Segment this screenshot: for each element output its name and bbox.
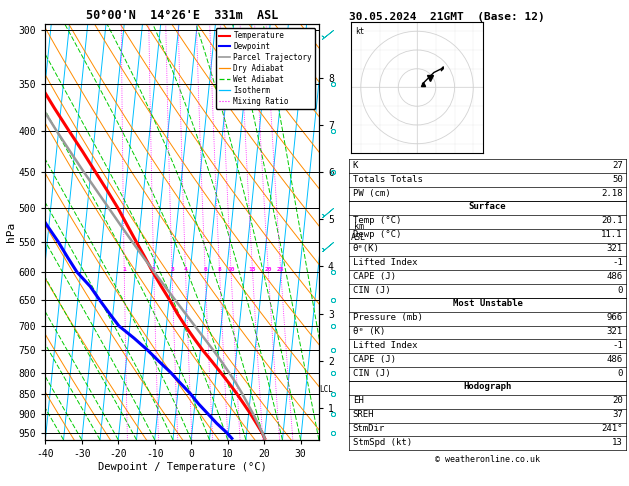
- Text: LCL: LCL: [320, 385, 333, 394]
- Text: 0: 0: [617, 368, 623, 378]
- Y-axis label: hPa: hPa: [6, 222, 16, 242]
- Text: 20.1: 20.1: [601, 216, 623, 226]
- Text: Surface: Surface: [469, 203, 506, 211]
- Text: 27: 27: [612, 161, 623, 170]
- Text: 4: 4: [184, 267, 187, 272]
- Text: 50: 50: [612, 174, 623, 184]
- Text: 486: 486: [606, 355, 623, 364]
- Text: 20: 20: [265, 267, 272, 272]
- Text: 25: 25: [277, 267, 284, 272]
- Text: CIN (J): CIN (J): [353, 368, 391, 378]
- Text: θᵉ(K): θᵉ(K): [353, 244, 380, 253]
- Text: CAPE (J): CAPE (J): [353, 355, 396, 364]
- Text: 11.1: 11.1: [601, 230, 623, 239]
- Text: StmDir: StmDir: [353, 424, 385, 433]
- Text: 321: 321: [606, 327, 623, 336]
- Text: 13: 13: [612, 438, 623, 447]
- Text: CIN (J): CIN (J): [353, 286, 391, 295]
- Text: CAPE (J): CAPE (J): [353, 272, 396, 281]
- Text: Totals Totals: Totals Totals: [353, 174, 423, 184]
- Text: 3: 3: [170, 267, 174, 272]
- Text: Dewp (°C): Dewp (°C): [353, 230, 401, 239]
- Title: 50°00'N  14°26'E  331m  ASL: 50°00'N 14°26'E 331m ASL: [86, 9, 278, 22]
- Text: © weatheronline.co.uk: © weatheronline.co.uk: [435, 455, 540, 464]
- Text: 1: 1: [123, 267, 126, 272]
- Text: -1: -1: [612, 341, 623, 350]
- Y-axis label: km
ASL: km ASL: [352, 223, 366, 242]
- Text: 30.05.2024  21GMT  (Base: 12): 30.05.2024 21GMT (Base: 12): [349, 12, 545, 22]
- Text: SREH: SREH: [353, 410, 374, 419]
- Text: 20: 20: [612, 397, 623, 405]
- Text: 37: 37: [612, 410, 623, 419]
- Text: 241°: 241°: [601, 424, 623, 433]
- Text: Most Unstable: Most Unstable: [452, 299, 523, 309]
- Text: 10: 10: [227, 267, 235, 272]
- Text: 0: 0: [617, 286, 623, 295]
- Text: -1: -1: [612, 258, 623, 267]
- Text: Lifted Index: Lifted Index: [353, 258, 418, 267]
- X-axis label: Dewpoint / Temperature (°C): Dewpoint / Temperature (°C): [97, 462, 267, 471]
- Text: 6: 6: [203, 267, 207, 272]
- Text: 321: 321: [606, 244, 623, 253]
- Text: 15: 15: [249, 267, 256, 272]
- Text: Hodograph: Hodograph: [464, 382, 511, 392]
- Text: 8: 8: [218, 267, 221, 272]
- Text: Temp (°C): Temp (°C): [353, 216, 401, 226]
- Text: K: K: [353, 161, 359, 170]
- Text: 2.18: 2.18: [601, 189, 623, 198]
- Text: StmSpd (kt): StmSpd (kt): [353, 438, 412, 447]
- Text: 486: 486: [606, 272, 623, 281]
- Text: PW (cm): PW (cm): [353, 189, 391, 198]
- Text: Lifted Index: Lifted Index: [353, 341, 418, 350]
- Text: Pressure (mb): Pressure (mb): [353, 313, 423, 322]
- Legend: Temperature, Dewpoint, Parcel Trajectory, Dry Adiabat, Wet Adiabat, Isotherm, Mi: Temperature, Dewpoint, Parcel Trajectory…: [216, 28, 315, 109]
- Text: kt: kt: [355, 28, 364, 36]
- Text: θᵉ (K): θᵉ (K): [353, 327, 385, 336]
- Text: EH: EH: [353, 397, 364, 405]
- Text: 2: 2: [152, 267, 155, 272]
- Text: 966: 966: [606, 313, 623, 322]
